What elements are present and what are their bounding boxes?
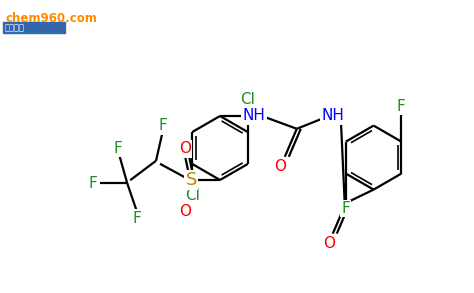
Text: NH: NH [243,108,265,124]
Text: NH: NH [321,108,344,124]
Text: Cl: Cl [240,93,255,108]
Text: O: O [323,236,335,251]
Text: F: F [341,201,350,216]
Text: F: F [132,211,141,226]
Bar [3,22,65,33]
Text: O: O [274,159,286,174]
Text: S: S [185,171,197,189]
Text: O: O [179,141,191,156]
Text: O: O [179,204,191,219]
Text: F: F [397,99,406,114]
Text: F: F [113,141,122,156]
Text: Cl: Cl [185,188,200,204]
Text: chem960.com: chem960.com [5,12,97,25]
Text: F: F [158,118,167,133]
Text: 化学之窗: 化学之窗 [5,23,25,32]
Text: F: F [89,176,98,191]
